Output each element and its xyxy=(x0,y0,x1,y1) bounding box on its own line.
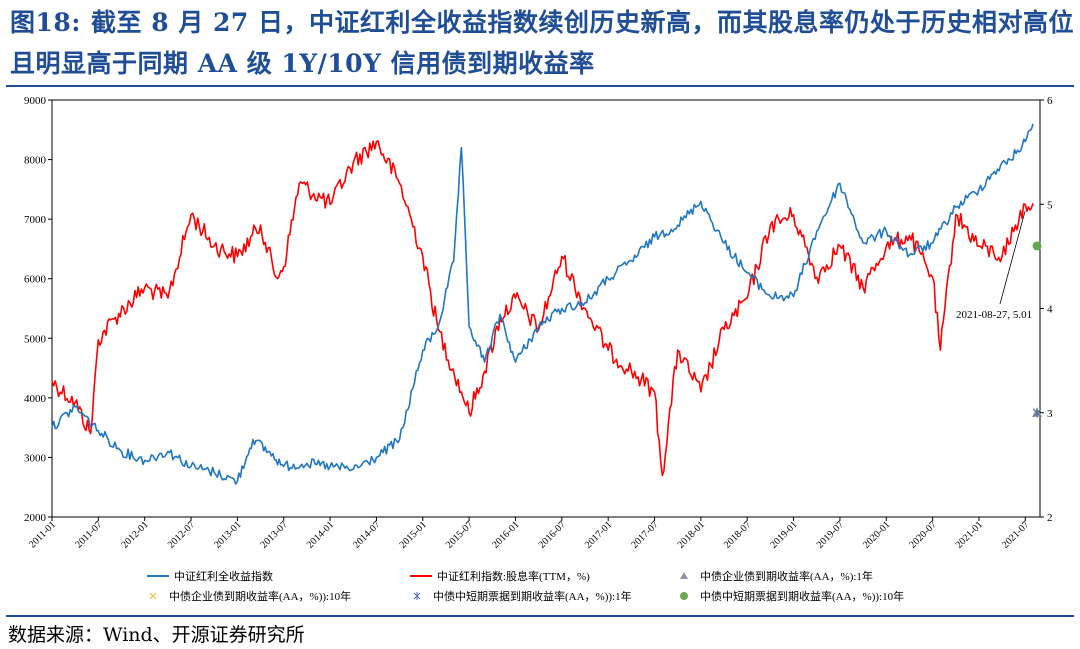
source-rule xyxy=(6,615,1074,617)
mtn-1y-marker xyxy=(1032,407,1042,418)
figure-title: 图18: 截至 8 月 27 日，中证红利全收益指数续创历史新高，而其股息率仍处于… xyxy=(10,2,1075,84)
right-tick-label: 4 xyxy=(1047,304,1053,316)
mtn-10y-marker xyxy=(1032,241,1042,251)
x-tick-label: 2021-07 xyxy=(1000,519,1031,550)
left-tick-label: 3000 xyxy=(24,452,47,464)
source-note: 数据来源：Wind、开源证券研究所 xyxy=(8,624,305,646)
dividend-yield-line xyxy=(51,140,1034,477)
left-tick-label: 9000 xyxy=(24,95,47,107)
x-tick-label: 2014-07 xyxy=(351,519,382,550)
legend-label: 中证红利全收益指数 xyxy=(174,569,273,583)
legend-label: 中债企业债到期收益率(AA，%)):10年 xyxy=(169,589,351,603)
left-tick-label: 5000 xyxy=(24,333,47,345)
x-tick-label: 2018-01 xyxy=(676,519,707,550)
legend-label: 中债中短期票据到期收益率(AA，%)):10年 xyxy=(700,589,904,603)
left-tick-label: 8000 xyxy=(24,155,47,167)
legend-swatch xyxy=(413,592,421,600)
x-tick-label: 2013-01 xyxy=(212,519,243,550)
title-rule xyxy=(6,85,1074,87)
left-tick-label: 2000 xyxy=(24,512,47,524)
index-line xyxy=(51,123,1034,485)
chart: 2000 3000 4000 5000 6000 7000 8000 9000 2 3 4 5 6 201… xyxy=(24,95,1053,603)
right-tick-label: 2 xyxy=(1047,512,1053,524)
x-tick-label: 2011-07 xyxy=(73,519,104,550)
left-tick-label: 6000 xyxy=(24,274,47,286)
annotation-label: 2021-08-27, 5.01 xyxy=(956,309,1032,321)
x-tick-label: 2012-01 xyxy=(119,519,150,550)
right-tick-label: 6 xyxy=(1047,95,1053,107)
figure-title-text: 截至 8 月 27 日，中证红利全收益指数续创历史新高，而其股息率仍处于历史相对… xyxy=(10,8,1075,78)
x-tick-label: 2015-07 xyxy=(444,519,475,550)
x-tick-label: 2013-07 xyxy=(259,519,290,550)
legend-swatch xyxy=(149,592,157,600)
annotation-leader xyxy=(999,211,1026,305)
legend-swatch xyxy=(680,592,688,600)
x-tick-label: 2020-07 xyxy=(907,519,938,550)
x-tick-label: 2011-01 xyxy=(27,519,58,550)
right-tick-label: 3 xyxy=(1047,408,1053,420)
right-axis: 2 3 4 5 6 xyxy=(1040,95,1053,524)
x-tick-label: 2017-07 xyxy=(629,519,660,550)
x-tick-label: 2017-01 xyxy=(583,519,614,550)
x-tick-label: 2014-01 xyxy=(305,519,336,550)
x-tick-label: 2012-07 xyxy=(166,519,197,550)
legend-swatch xyxy=(680,572,688,579)
figure-label: 图18: xyxy=(10,8,82,37)
x-axis: 2011-01 2011-07 2012-01 2012-07 2013-01 2013-… xyxy=(27,517,1031,551)
left-axis: 2000 3000 4000 5000 6000 7000 8000 9000 xyxy=(24,95,52,524)
x-tick-label: 2019-07 xyxy=(815,519,846,550)
x-tick-label: 2016-07 xyxy=(537,519,568,550)
right-tick-label: 5 xyxy=(1047,199,1053,211)
x-tick-label: 2020-01 xyxy=(861,519,892,550)
x-tick-label: 2015-01 xyxy=(398,519,429,550)
legend-label: 中债中短期票据到期收益率(AA，%)):1年 xyxy=(433,589,632,603)
legend-label: 中债企业债到期收益率(AA，%):1年 xyxy=(700,569,873,583)
x-tick-label: 2019-01 xyxy=(768,519,799,550)
x-tick-label: 2016-01 xyxy=(490,519,521,550)
x-tick-label: 2021-01 xyxy=(954,519,985,550)
left-tick-label: 4000 xyxy=(24,393,47,405)
left-tick-label: 7000 xyxy=(24,214,47,226)
x-tick-label: 2018-07 xyxy=(722,519,753,550)
legend: 中证红利全收益指数 中证红利指数:股息率(TTM，%) 中债企业债到期收益率(AA，… xyxy=(147,569,904,603)
legend-label: 中证红利指数:股息率(TTM，%) xyxy=(437,569,590,583)
